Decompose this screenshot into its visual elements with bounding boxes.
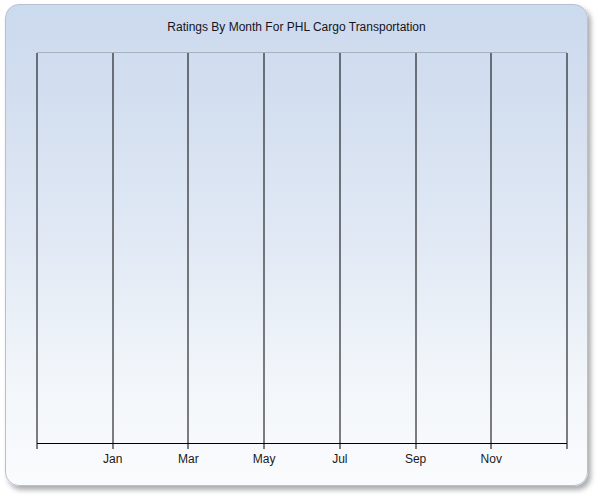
chart-panel: Ratings By Month For PHL Cargo Transport… xyxy=(5,4,588,486)
x-gridline xyxy=(188,53,189,449)
x-axis-label: Nov xyxy=(481,452,502,466)
chart-page: Ratings By Month For PHL Cargo Transport… xyxy=(0,0,600,500)
x-gridline xyxy=(567,53,568,449)
x-gridline xyxy=(415,53,416,449)
x-gridline xyxy=(37,53,38,449)
x-axis-label: Sep xyxy=(405,452,426,466)
x-gridline xyxy=(339,53,340,449)
x-axis-label: Jan xyxy=(103,452,122,466)
chart-title: Ratings By Month For PHL Cargo Transport… xyxy=(6,20,587,34)
x-axis-line xyxy=(37,443,567,444)
plot-area: JanMarMayJulSepNov xyxy=(37,52,567,444)
x-axis-label: Mar xyxy=(178,452,199,466)
x-axis-label: Jul xyxy=(332,452,347,466)
x-gridline xyxy=(264,53,265,449)
x-gridline xyxy=(491,53,492,449)
x-gridline xyxy=(112,53,113,449)
x-axis-label: May xyxy=(253,452,276,466)
